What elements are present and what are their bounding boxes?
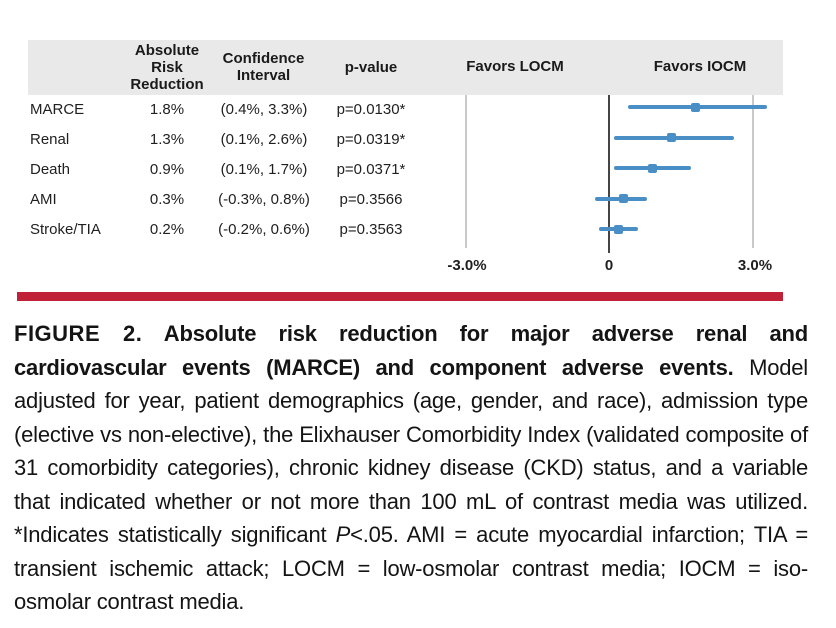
caption-body-text: Model adjusted for year, patient demogra… bbox=[14, 354, 808, 548]
row-label-marce: MARCE bbox=[30, 101, 85, 118]
point-estimate-marker-stroke-tia bbox=[614, 224, 624, 234]
row-label-death: Death bbox=[30, 161, 71, 178]
p-value: p=0.0371* bbox=[336, 161, 406, 178]
p-value: p=0.0130* bbox=[336, 101, 406, 118]
p-value: p=0.3563 bbox=[339, 221, 403, 238]
gridline-plus-3pct bbox=[752, 95, 754, 248]
x-tick-plus-3: 3.0% bbox=[737, 257, 773, 274]
ci-value: (-0.2%, 0.6%) bbox=[218, 221, 310, 238]
forest-plot bbox=[437, 95, 783, 253]
row-label-ami: AMI bbox=[30, 191, 57, 208]
arr-value: 1.3% bbox=[149, 131, 185, 148]
p-value: p=0.3566 bbox=[339, 191, 403, 208]
row-label-stroke-tia: Stroke/TIA bbox=[30, 221, 101, 238]
figure-caption: FIGURE 2. Absolute risk reduction for ma… bbox=[14, 317, 808, 619]
ci-value: (-0.3%, 0.8%) bbox=[218, 191, 310, 208]
reference-line-zero bbox=[608, 95, 610, 253]
gridline-minus-3pct bbox=[465, 95, 467, 248]
arr-value: 0.2% bbox=[149, 221, 185, 238]
point-estimate-marker-ami bbox=[618, 194, 628, 203]
caption-bold-title: Absolute risk reduction for major advers… bbox=[14, 321, 808, 380]
caption-body-text-2: <.05. AMI = acute myocardial infarction;… bbox=[14, 522, 808, 614]
accent-divider-bar bbox=[17, 292, 783, 301]
plot-header-favors-locm: Favors LOCM bbox=[466, 58, 564, 75]
plot-header-favors-iocm: Favors IOCM bbox=[653, 58, 747, 75]
table-header-band bbox=[28, 40, 783, 95]
row-label-renal: Renal bbox=[30, 131, 70, 148]
p-value: p=0.0319* bbox=[336, 131, 406, 148]
point-estimate-marker-renal bbox=[666, 133, 676, 142]
x-tick-minus-3: -3.0% bbox=[447, 257, 487, 274]
point-estimate-marker-marce bbox=[690, 102, 700, 112]
ci-value: (0.1%, 1.7%) bbox=[220, 161, 308, 178]
column-header-absolute-risk-reduction: Absolute Risk Reduction bbox=[130, 42, 204, 93]
figure-number-label: FIGURE 2. bbox=[14, 321, 143, 346]
arr-value: 0.3% bbox=[149, 191, 185, 208]
ci-value: (0.1%, 2.6%) bbox=[220, 131, 308, 148]
x-tick-zero: 0 bbox=[604, 257, 614, 274]
caption-italic-p: P bbox=[335, 522, 351, 547]
column-header-p-value: p-value bbox=[344, 59, 398, 76]
arr-value: 0.9% bbox=[149, 161, 185, 178]
arr-value: 1.8% bbox=[149, 101, 185, 118]
ci-value: (0.4%, 3.3%) bbox=[220, 101, 308, 118]
column-header-confidence-interval: Confidence Interval bbox=[222, 50, 305, 84]
point-estimate-marker-death bbox=[647, 163, 657, 173]
